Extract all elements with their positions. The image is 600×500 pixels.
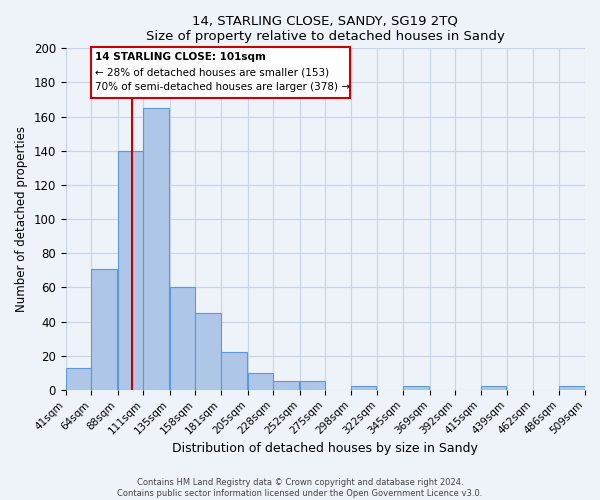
Text: ← 28% of detached houses are smaller (153): ← 28% of detached houses are smaller (15…: [95, 67, 329, 77]
Bar: [65, 368, 91, 390]
Bar: [559, 386, 585, 390]
FancyBboxPatch shape: [91, 46, 350, 98]
Bar: [273, 382, 299, 390]
Text: 14 STARLING CLOSE: 101sqm: 14 STARLING CLOSE: 101sqm: [95, 52, 265, 62]
Bar: [300, 382, 325, 390]
Bar: [118, 151, 143, 390]
Bar: [351, 386, 376, 390]
Text: 70% of semi-detached houses are larger (378) →: 70% of semi-detached houses are larger (…: [95, 82, 350, 92]
Bar: [221, 352, 247, 390]
Text: Contains HM Land Registry data © Crown copyright and database right 2024.
Contai: Contains HM Land Registry data © Crown c…: [118, 478, 482, 498]
Bar: [248, 373, 273, 390]
Bar: [403, 386, 428, 390]
Bar: [91, 268, 116, 390]
Bar: [196, 313, 221, 390]
X-axis label: Distribution of detached houses by size in Sandy: Distribution of detached houses by size …: [172, 442, 478, 455]
Bar: [143, 108, 169, 390]
Bar: [481, 386, 506, 390]
Title: 14, STARLING CLOSE, SANDY, SG19 2TQ
Size of property relative to detached houses: 14, STARLING CLOSE, SANDY, SG19 2TQ Size…: [146, 15, 505, 43]
Y-axis label: Number of detached properties: Number of detached properties: [15, 126, 28, 312]
Bar: [170, 288, 196, 390]
